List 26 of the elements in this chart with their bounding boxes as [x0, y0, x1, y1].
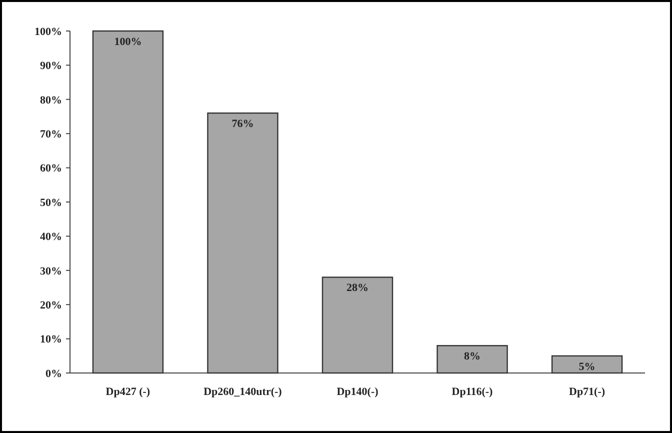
y-tick-label: 70% — [40, 128, 62, 140]
y-tick-label: 20% — [40, 299, 62, 312]
y-tick-label: 10% — [40, 334, 62, 346]
x-tick-label: Dp427 (-) — [106, 386, 150, 398]
y-tick-label: 40% — [40, 231, 62, 244]
x-tick-label: Dp71(-) — [569, 386, 606, 398]
data-label: 100% — [114, 36, 142, 48]
data-label: 76% — [232, 118, 254, 130]
bar — [322, 276, 394, 374]
y-tick-label: 0% — [46, 368, 62, 380]
data-label: 28% — [346, 282, 368, 294]
data-label: 5% — [578, 360, 596, 373]
data-label: 8% — [464, 350, 481, 363]
x-tick-label: Dp260_140utr(-) — [204, 386, 282, 398]
y-tick-label: 80% — [40, 94, 62, 106]
bar — [436, 345, 508, 374]
x-tick-label: Dp140(-) — [336, 386, 379, 398]
y-tick-label: 90% — [40, 60, 62, 72]
y-tick-label: 100% — [34, 26, 62, 38]
y-tick-label: 60% — [40, 162, 62, 175]
bar — [551, 355, 623, 374]
bar — [207, 112, 278, 374]
x-tick-label: Dp116(-) — [452, 386, 494, 398]
y-tick-label: 50% — [40, 196, 62, 209]
bar — [92, 30, 164, 374]
y-tick-label: 30% — [40, 265, 62, 278]
